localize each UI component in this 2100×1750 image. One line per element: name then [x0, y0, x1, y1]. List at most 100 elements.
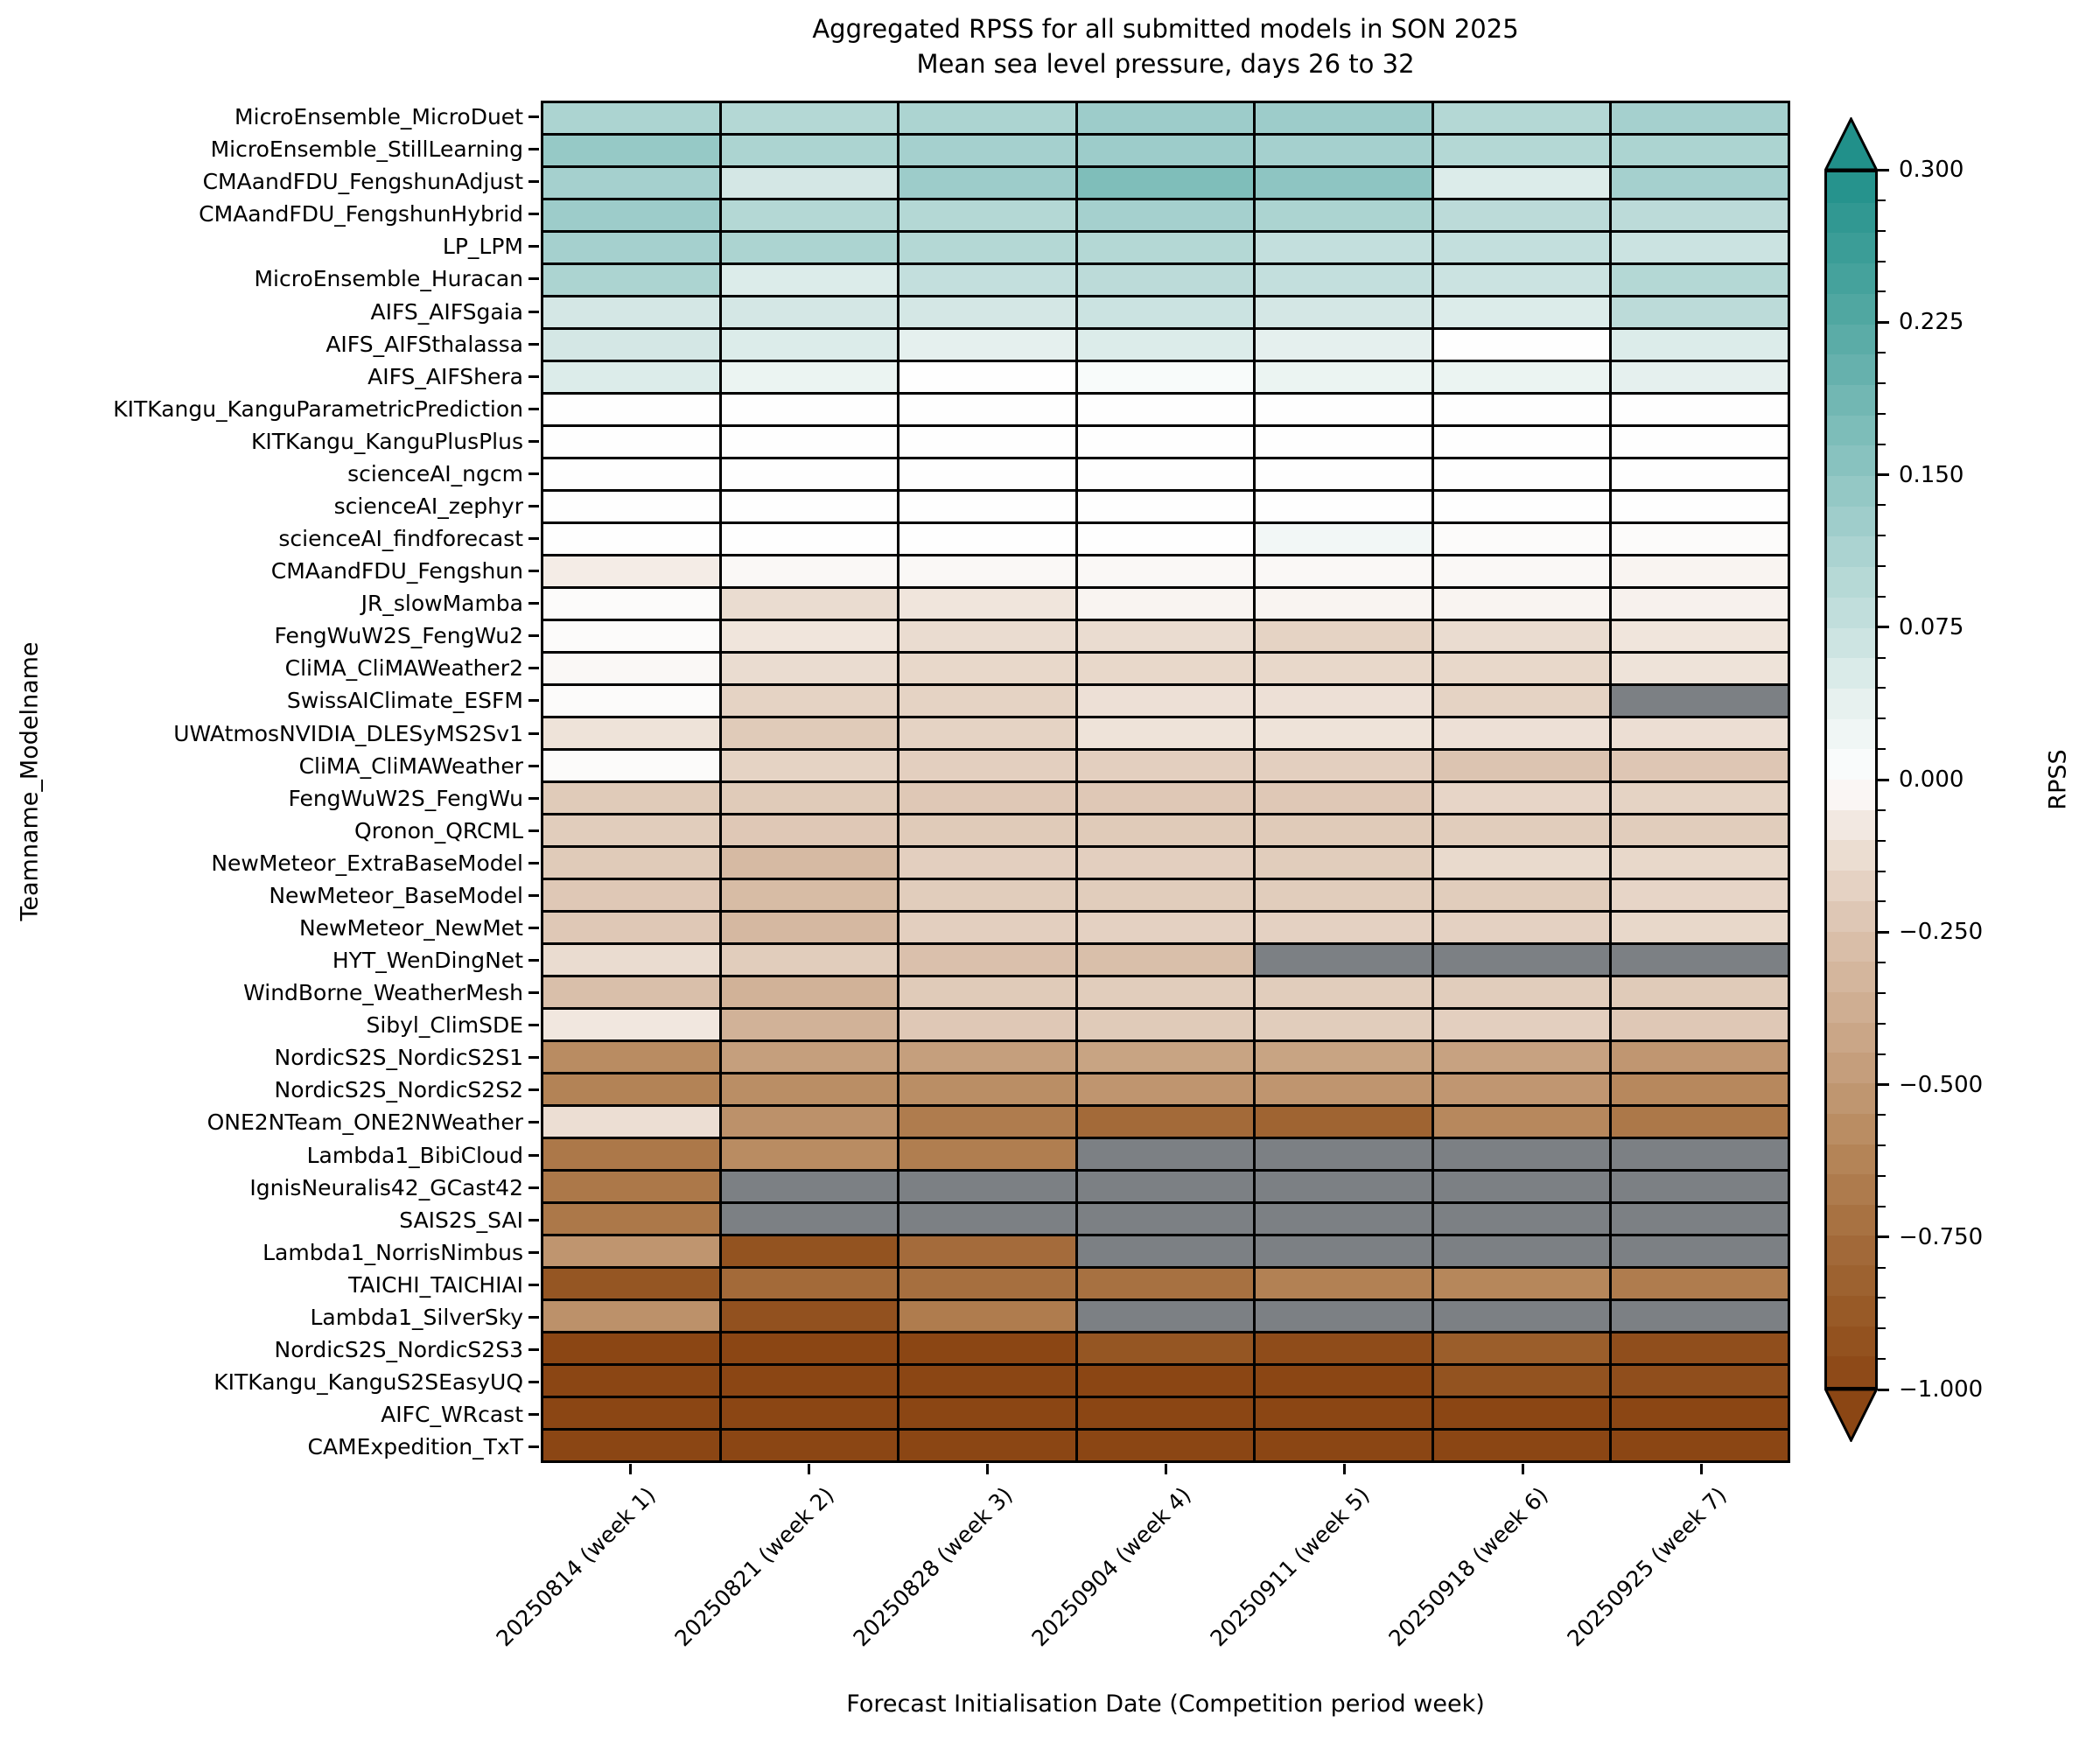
heatmap-cell	[1612, 751, 1788, 780]
heatmap-cell	[1433, 848, 1610, 878]
heatmap-cell	[1256, 103, 1432, 133]
heatmap-cell	[543, 1074, 719, 1104]
colorbar-band	[1827, 749, 1875, 780]
x-tick-label: 20250904 (week 4)	[1026, 1482, 1196, 1652]
y-axis-tick	[528, 1139, 539, 1172]
heatmap-cell	[721, 103, 898, 133]
heatmap-cell	[543, 589, 719, 619]
heatmap	[541, 101, 1790, 1463]
heatmap-cell	[543, 168, 719, 198]
heatmap-cell	[1612, 621, 1788, 651]
heatmap-cell	[1433, 1172, 1610, 1201]
y-tick-label: LP_LPM	[442, 234, 523, 260]
heatmap-cell	[900, 1269, 1075, 1298]
colorbar-minor-tick	[1878, 199, 1886, 201]
y-tick-label: NewMeteor_ExtraBaseModel	[211, 850, 523, 876]
heatmap-cell	[1433, 298, 1610, 327]
heatmap-cell	[1256, 977, 1432, 1007]
heatmap-cell	[1612, 1366, 1788, 1396]
x-tick-label: 20250911 (week 5)	[1205, 1482, 1375, 1652]
heatmap-cell	[900, 1204, 1075, 1234]
heatmap-cell	[543, 1042, 719, 1072]
heatmap-cell	[543, 718, 719, 748]
heatmap-cell	[543, 621, 719, 651]
heatmap-cell	[543, 1172, 719, 1201]
heatmap-cell	[1612, 492, 1788, 522]
y-tick-label: Lambda1_BibiCloud	[306, 1142, 523, 1168]
heatmap-cell	[1256, 621, 1432, 651]
heatmap-cell	[543, 103, 719, 133]
heatmap-cell	[1256, 459, 1432, 489]
x-axis-tick	[985, 1464, 989, 1474]
heatmap-cell	[543, 880, 719, 910]
heatmap-cell	[721, 233, 898, 262]
heatmap-cell	[1612, 783, 1788, 813]
heatmap-cell	[1433, 1074, 1610, 1104]
heatmap-cell	[1077, 1236, 1254, 1266]
colorbar-minor-tick	[1878, 748, 1886, 751]
heatmap-cell	[1256, 1139, 1432, 1169]
colorbar-band	[1827, 354, 1875, 385]
heatmap-cell	[721, 621, 898, 651]
heatmap-cell	[721, 136, 898, 165]
colorbar-minor-tick	[1878, 962, 1886, 964]
heatmap-cell	[721, 427, 898, 457]
heatmap-cell	[543, 395, 719, 424]
y-axis-labels: MicroEnsemble_MicroDuet MicroEnsemble_Sti…	[0, 101, 523, 1463]
colorbar-tick-label: 0.150	[1899, 461, 1964, 488]
heatmap-cell	[721, 168, 898, 198]
heatmap-cell	[1433, 621, 1610, 651]
heatmap-cell	[721, 718, 898, 748]
heatmap-cell	[1256, 1269, 1432, 1298]
heatmap-cell	[1256, 427, 1432, 457]
y-axis-tick	[528, 750, 539, 782]
heatmap-cell	[1256, 816, 1432, 845]
heatmap-cell	[1433, 1269, 1610, 1298]
heatmap-cell	[1077, 298, 1254, 327]
heatmap-cell	[1433, 168, 1610, 198]
colorbar-band	[1827, 931, 1875, 962]
y-axis-tick	[528, 684, 539, 717]
y-tick-label: Lambda1_NorrisNimbus	[262, 1239, 523, 1265]
heatmap-cell	[1433, 265, 1610, 295]
heatmap-cell	[1077, 621, 1254, 651]
colorbar-title: RPSS	[2044, 749, 2072, 810]
heatmap-cell	[1256, 1334, 1432, 1363]
heatmap-cell	[543, 913, 719, 942]
heatmap-cell	[721, 945, 898, 975]
colorbar-band	[1827, 658, 1875, 689]
colorbar-minor-tick	[1878, 1114, 1886, 1116]
heatmap-cell	[721, 1366, 898, 1396]
colorbar-minor-tick	[1878, 595, 1886, 598]
colorbar-band	[1827, 445, 1875, 477]
y-tick-label: CliMA_CliMAWeather	[298, 752, 523, 779]
y-tick-label: CMAandFDU_FengshunAdjust	[202, 169, 523, 195]
heatmap-cell	[1612, 1107, 1788, 1137]
heatmap-cell	[721, 1334, 898, 1363]
heatmap-cell	[900, 589, 1075, 619]
heatmap-cell	[1612, 1236, 1788, 1266]
y-tick-label: NewMeteor_NewMet	[298, 914, 523, 941]
y-axis-tick	[528, 1074, 539, 1106]
heatmap-cell	[1612, 427, 1788, 457]
heatmap-cell	[900, 816, 1075, 845]
heatmap-cell	[1256, 395, 1432, 424]
heatmap-cell	[1256, 1172, 1432, 1201]
y-tick-label: CAMExpedition_TxT	[307, 1434, 523, 1460]
heatmap-cell	[1612, 686, 1788, 716]
y-tick-label: MicroEnsemble_MicroDuet	[234, 104, 523, 130]
y-tick-label: UWAtmosNVIDIA_DLESyMS2Sv1	[173, 720, 523, 746]
y-axis-tick	[528, 879, 539, 912]
heatmap-cell	[1256, 880, 1432, 910]
heatmap-cell	[1433, 945, 1610, 975]
heatmap-cell	[1077, 945, 1254, 975]
heatmap-cell	[1256, 751, 1432, 780]
colorbar-band	[1827, 597, 1875, 628]
colorbar-minor-tick	[1878, 1053, 1886, 1055]
heatmap-cell	[1256, 913, 1432, 942]
heatmap-cell	[1077, 977, 1254, 1007]
heatmap-cell	[1612, 977, 1788, 1007]
heatmap-cell	[1256, 298, 1432, 327]
y-axis-tick	[528, 1366, 539, 1398]
heatmap-cell	[1433, 977, 1610, 1007]
